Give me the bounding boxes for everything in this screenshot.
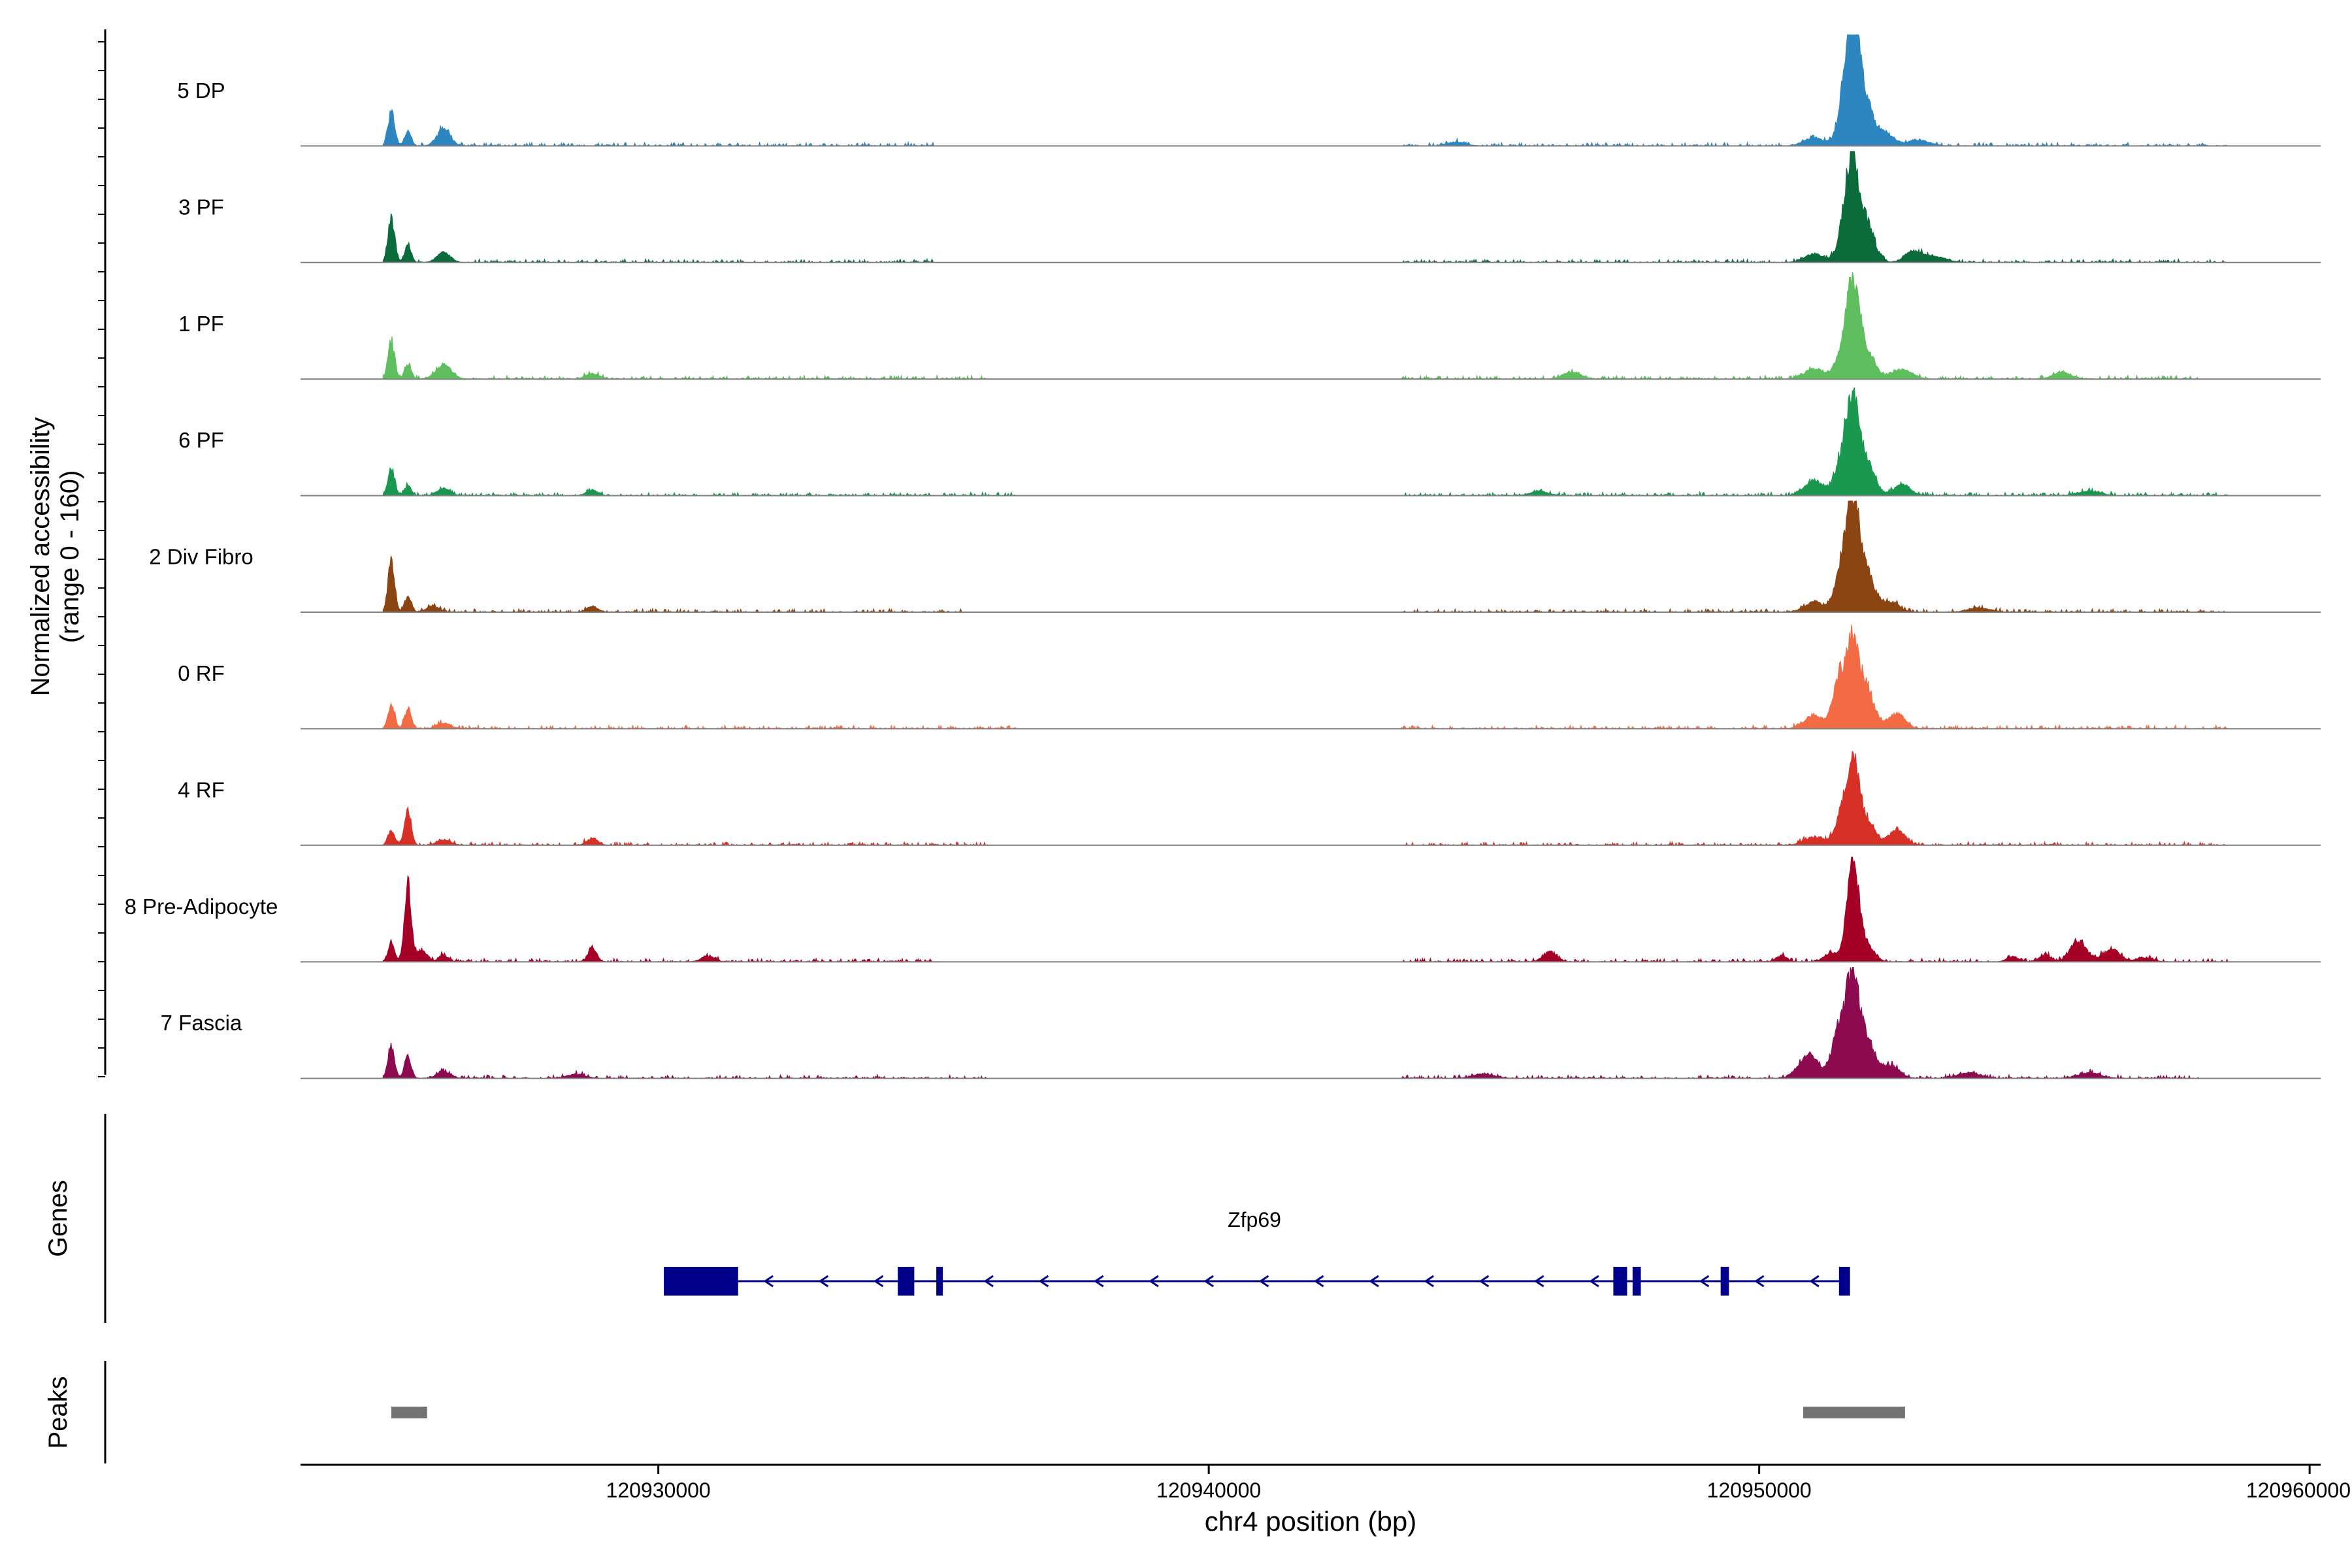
peaks-label: Peaks	[44, 1376, 73, 1448]
coverage-area	[382, 751, 2232, 847]
track-label: 0 RF	[178, 661, 225, 685]
track-label: 3 PF	[178, 195, 224, 219]
coverage-tracks: 5 DP 3 PF 1 PF 6 PF 2 Div Fibro 0 RF 4 RF 8 Pre…	[125, 34, 2321, 1080]
coverage-area	[382, 625, 2232, 730]
gene-track: Zfp69	[664, 1208, 1850, 1296]
gene-exon	[1720, 1267, 1729, 1296]
strand-arrow	[1203, 1275, 1214, 1288]
genes-label: Genes	[44, 1180, 73, 1257]
strand-arrow	[1093, 1275, 1104, 1288]
strand-arrow	[983, 1275, 994, 1288]
coverage-area	[382, 387, 2232, 497]
x-tick-label: 120950000	[1707, 1478, 1812, 1502]
strand-arrow	[1589, 1275, 1599, 1288]
track-label: 7 Fascia	[161, 1011, 242, 1035]
strand-arrow	[1478, 1275, 1490, 1288]
coverage-track: 6 PF	[178, 387, 2321, 497]
strand-arrow	[1424, 1275, 1434, 1288]
x-axis-ticks: 120930000 120940000 120950000 120960000	[606, 1465, 2351, 1502]
strand-arrow	[1313, 1275, 1324, 1288]
strand-arrow	[1809, 1275, 1820, 1288]
coverage-area	[382, 500, 2232, 613]
coverage-area	[382, 151, 2232, 264]
peaks-track	[391, 1407, 1905, 1418]
x-tick-label: 120960000	[2246, 1478, 2351, 1502]
coverage-y-axis-ticks	[98, 41, 105, 1077]
coverage-area	[382, 857, 2232, 964]
strand-arrow	[1369, 1275, 1379, 1288]
strand-arrow	[1038, 1275, 1049, 1288]
track-label: 1 PF	[178, 312, 224, 336]
gene-exon	[1613, 1267, 1627, 1296]
gene-exon	[936, 1267, 943, 1296]
coverage-track: 1 PF	[178, 272, 2321, 380]
strand-arrow	[1149, 1275, 1159, 1288]
coverage-track: 0 RF	[178, 625, 2321, 730]
strand-arrow	[1754, 1275, 1765, 1288]
x-tick-label: 120940000	[1156, 1478, 1261, 1502]
coverage-track: 8 Pre-Adipocyte	[125, 857, 2321, 964]
coverage-area	[382, 34, 2232, 148]
strand-arrow	[873, 1275, 884, 1288]
strand-arrow	[1699, 1275, 1710, 1288]
coverage-area	[382, 272, 2232, 380]
peak-region	[391, 1407, 427, 1418]
strand-arrow	[1533, 1275, 1544, 1288]
y-axis-range-label: (range 0 - 160)	[56, 470, 84, 644]
strand-arrow	[1258, 1275, 1269, 1288]
track-label: 2 Div Fibro	[149, 545, 253, 569]
coverage-track: 7 Fascia	[161, 967, 2321, 1080]
gene-name-label: Zfp69	[1228, 1208, 1281, 1232]
coverage-track: 5 DP	[177, 34, 2321, 148]
strand-arrow	[763, 1275, 774, 1288]
x-axis-label: chr4 position (bp)	[1205, 1506, 1417, 1537]
gene-exon	[898, 1267, 915, 1296]
coverage-track: 4 RF	[178, 751, 2321, 847]
track-label: 8 Pre-Adipocyte	[125, 894, 278, 919]
x-tick-label: 120930000	[606, 1478, 711, 1502]
coverage-area	[382, 967, 2232, 1080]
y-axis-label: Normalized accessibility	[26, 417, 55, 696]
gene-exon	[1632, 1267, 1641, 1296]
track-label: 5 DP	[177, 78, 225, 103]
strand-arrow	[818, 1275, 829, 1288]
coverage-track: 3 PF	[178, 151, 2321, 264]
gene-exon	[664, 1267, 738, 1296]
coverage-track: 2 Div Fibro	[149, 500, 2321, 613]
track-label: 4 RF	[178, 777, 225, 802]
track-label: 6 PF	[178, 428, 224, 452]
peak-region	[1803, 1407, 1905, 1418]
gene-exon	[1838, 1267, 1850, 1296]
